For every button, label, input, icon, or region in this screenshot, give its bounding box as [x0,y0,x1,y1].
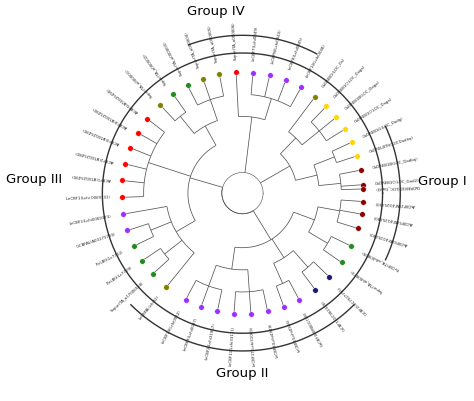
Text: Supur(TA_a000001): Supur(TA_a000001) [124,66,154,97]
Text: AtCBF4(AT4G25490): AtCBF4(AT4G25490) [92,105,128,128]
Text: LeCBF3(Lchi0087): LeCBF3(Lchi0087) [183,317,199,352]
Text: LeCBF14(Lchi0952): LeCBF14(Lchi0952) [161,310,182,344]
Text: LeCBFAL(chi02): LeCBFAL(chi02) [138,295,161,321]
Text: Group III: Group III [7,173,63,186]
Text: LeCBFX(Lchi4949): LeCBFX(Lchi4949) [268,322,279,358]
Text: PtrLBG(Lc7712): PtrLBG(Lc7712) [95,249,124,267]
Text: OsDREB1(LOC_Os): OsDREB1(LOC_Os) [321,57,346,88]
Text: Supur(TA_a000002): Supur(TA_a000002) [143,51,168,85]
Text: AsCBF5(AT4G25480): AsCBF5(AT4G25480) [373,214,413,225]
Text: AtCBF5(AT4G25490): AtCBF5(AT4G25490) [105,85,139,113]
Text: Group IV: Group IV [187,5,245,18]
Text: AtCBF1(AT4G25490): AtCBF1(AT4G25490) [71,173,110,181]
Text: Supur(TA_a000004): Supur(TA_a000004) [185,30,201,68]
Text: Supur(TA_ab00873): Supur(TA_ab00873) [350,267,384,293]
Text: Group II: Group II [216,367,269,380]
Text: LeCBFN(Lchi0043): LeCBFN(Lchi0043) [270,28,283,64]
Text: LeCBF7(Lchi0049): LeCBF7(Lchi0049) [252,26,259,61]
Text: Group I: Group I [418,175,466,188]
Text: Supur(TA_a000006): Supur(TA_a000006) [231,22,237,61]
Text: Supur(TA_a17006528): Supur(TA_a17006528) [110,280,145,312]
Text: LeCBF1(Lchi0069373): LeCBF1(Lchi0069373) [69,214,112,226]
Text: OsDREB1G(LOC_Dadg): OsDREB1G(LOC_Dadg) [362,116,404,139]
Text: OsDREB1C(LOC_Gad2): OsDREB1C(LOC_Gad2) [375,179,419,186]
Text: LeCBF4(Lchi4946): LeCBF4(Lchi4946) [286,317,302,352]
Text: OsDREB1B(LOC_Daga): OsDREB1B(LOC_Daga) [345,80,381,111]
Text: OsDREB1D(LOC_Gad3): OsDREB1D(LOC_Gad3) [375,185,420,190]
Text: LeCBF2(Lchi31957): LeCBF2(Lchi31957) [205,322,217,360]
Text: LeCBF13(Lchi33111): LeCBF13(Lchi33111) [228,325,235,366]
Text: PtrLBG(Lc7709): PtrLBG(Lc7709) [106,266,134,286]
Text: OsDREB1B(LOC_Dadbq): OsDREB1B(LOC_Dadbq) [373,157,419,170]
Text: CiCBF1(GC962326): CiCBF1(GC962326) [321,298,346,330]
Text: Supur(TA_a000003): Supur(TA_a000003) [163,39,184,76]
Text: LeCBF8(Lchi0045): LeCBF8(Lchi0045) [288,36,304,70]
Text: OsDREB1C(LOC_Daga): OsDREB1C(LOC_Daga) [333,65,367,99]
Text: AtCBF2(AT4G25480): AtCBF2(AT4G25480) [74,150,114,163]
Text: CiCBFAL(A00173790): CiCBFAL(A00173790) [76,232,117,249]
Text: LeCBF1(Lchi 0069731): LeCBF1(Lchi 0069731) [66,196,110,201]
Text: CiCBF2(GC7927795): CiCBF2(GC7927795) [337,284,368,315]
Text: Supur(TA_a000005): Supur(TA_a000005) [208,24,219,63]
Text: OsDRELBTH(LOCDadbq): OsDRELBTH(LOCDadbq) [368,136,414,154]
Text: OsDREB1C(LOC_Daga): OsDREB1C(LOC_Daga) [354,97,393,124]
Text: AsCBF2(AT4G25490): AsCBF2(AT4G25490) [375,200,415,207]
Text: LeCBF1T(Lchi31089): LeCBF1T(Lchi31089) [250,325,256,366]
Text: AtCBF3(AT4G25490): AtCBF3(AT4G25490) [82,127,120,145]
Text: CaCBF3(XM001748): CaCBF3(XM001748) [303,310,325,346]
Text: LeCBF10(Lchi0048): LeCBF10(Lchi0048) [305,43,327,78]
Text: PtrCBF(TA_atb00809): PtrCBF(TA_atb00809) [361,249,400,271]
Text: AsCBF6(AT4G25490): AsCBF6(AT4G25490) [369,230,409,246]
